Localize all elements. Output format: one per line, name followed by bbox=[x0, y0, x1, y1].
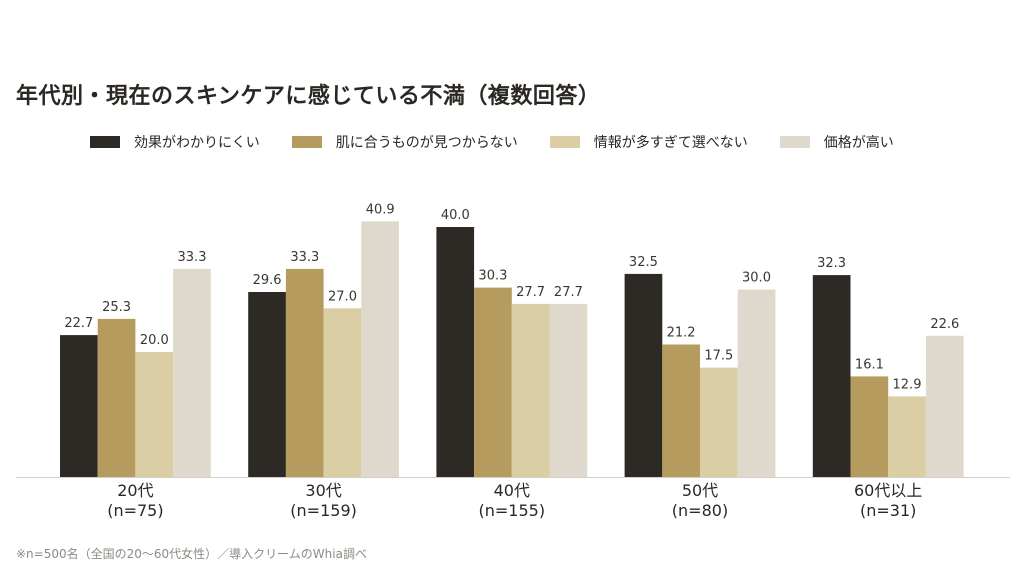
bar bbox=[97, 318, 136, 477]
legend-item: 肌に合うものが見つからない bbox=[291, 132, 518, 152]
bar bbox=[135, 352, 174, 477]
data-label: 33.3 bbox=[290, 250, 319, 265]
bar bbox=[549, 303, 588, 477]
legend: 効果がわかりにくい 肌に合うものが見つからない 情報が多すぎて選べない 価格が高… bbox=[90, 132, 926, 152]
legend-label: 効果がわかりにくい bbox=[134, 135, 260, 151]
legend-label: 価格が高い bbox=[823, 135, 894, 151]
data-label: 16.1 bbox=[855, 357, 884, 372]
bar bbox=[285, 268, 324, 477]
bar bbox=[60, 335, 98, 477]
x-tick-sample-size: (n=31) bbox=[860, 501, 916, 520]
x-tick-sample-size: (n=159) bbox=[290, 501, 357, 520]
legend-label: 肌に合うものが見つからない bbox=[335, 135, 518, 151]
bar bbox=[436, 227, 475, 477]
data-label: 12.9 bbox=[893, 377, 922, 392]
data-label: 20.0 bbox=[140, 333, 169, 348]
bar-chart: 22.7 25.3 20.0 33.3 20代(n=75) 29.6 33.3 27.0 40.… bbox=[16, 202, 1010, 520]
legend-swatch bbox=[90, 136, 120, 148]
bar bbox=[737, 289, 776, 477]
x-tick-label: 50代 bbox=[682, 481, 718, 500]
data-label: 32.3 bbox=[817, 256, 846, 271]
bar bbox=[323, 308, 362, 478]
legend-item: 情報が多すぎて選べない bbox=[549, 132, 748, 152]
legend-item: 価格が高い bbox=[779, 132, 894, 152]
legend-item: 効果がわかりにくい bbox=[90, 132, 260, 152]
bar bbox=[361, 221, 399, 477]
data-label: 27.7 bbox=[516, 285, 545, 300]
footnote: ※n=500名（全国の20〜60代女性）／導入クリームのWhia調べ bbox=[16, 547, 367, 561]
legend-swatch bbox=[549, 136, 580, 148]
bar bbox=[248, 292, 286, 477]
bar bbox=[662, 344, 700, 477]
x-tick-label: 30代 bbox=[305, 481, 341, 500]
data-label: 29.6 bbox=[253, 273, 282, 288]
data-label: 22.7 bbox=[64, 316, 93, 331]
x-tick-sample-size: (n=155) bbox=[479, 501, 546, 520]
data-label: 33.3 bbox=[178, 250, 207, 265]
x-tick-sample-size: (n=80) bbox=[672, 501, 728, 520]
data-label: 32.5 bbox=[629, 255, 658, 270]
bar bbox=[850, 376, 889, 477]
bar bbox=[624, 273, 663, 477]
data-label: 40.9 bbox=[366, 202, 395, 217]
data-label: 22.6 bbox=[930, 317, 959, 332]
x-tick-label: 40代 bbox=[494, 481, 530, 500]
chart-title: 年代別・現在のスキンケアに感じている不満（複数回答） bbox=[16, 84, 601, 109]
legend-swatch bbox=[779, 136, 810, 148]
bar bbox=[511, 303, 550, 477]
data-label: 27.0 bbox=[328, 289, 357, 304]
bar bbox=[812, 275, 851, 477]
data-label: 30.0 bbox=[742, 271, 771, 286]
legend-label: 情報が多すぎて選べない bbox=[593, 135, 748, 151]
legend-swatch bbox=[291, 136, 322, 148]
bar bbox=[888, 396, 926, 477]
x-tick-sample-size: (n=75) bbox=[107, 501, 163, 520]
data-label: 17.5 bbox=[704, 349, 733, 364]
data-label: 27.7 bbox=[554, 285, 583, 300]
bar bbox=[474, 287, 512, 477]
data-label: 40.0 bbox=[441, 208, 470, 223]
x-tick-label: 20代 bbox=[117, 481, 153, 500]
x-tick-label: 60代以上 bbox=[854, 481, 922, 500]
data-label: 30.3 bbox=[478, 269, 507, 284]
data-label: 21.2 bbox=[667, 326, 696, 341]
bar bbox=[173, 268, 211, 477]
data-label: 25.3 bbox=[102, 300, 131, 315]
bar bbox=[700, 367, 738, 477]
bar bbox=[925, 335, 964, 478]
